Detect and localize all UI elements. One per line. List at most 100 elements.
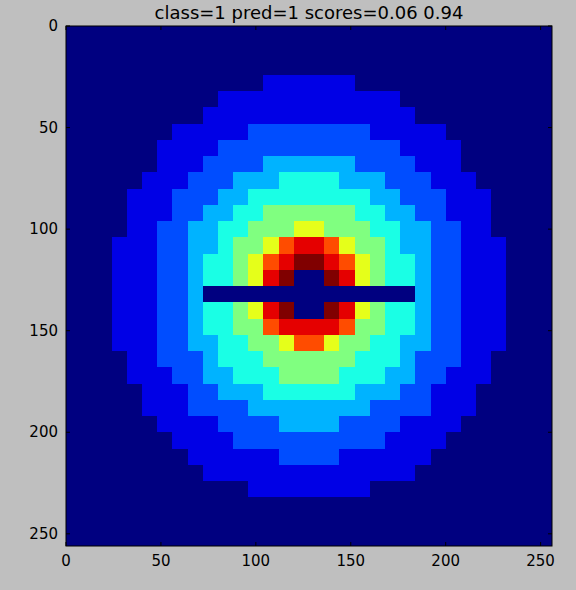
- cell: [172, 91, 188, 108]
- cell: [461, 75, 477, 92]
- cell: [112, 319, 128, 336]
- cell: [506, 302, 522, 319]
- cell: [400, 481, 416, 498]
- cell: [127, 351, 143, 368]
- cell: [188, 270, 204, 287]
- cell: [233, 530, 249, 546]
- cell: [309, 124, 325, 141]
- cell: [263, 367, 279, 384]
- cell: [506, 59, 522, 76]
- cell: [309, 384, 325, 401]
- cell: [112, 400, 128, 417]
- cell: [218, 335, 234, 352]
- cell: [415, 497, 431, 514]
- cell: [491, 465, 507, 482]
- cell: [355, 156, 371, 173]
- cell: [96, 189, 112, 206]
- cell: [461, 156, 477, 173]
- cell: [96, 530, 112, 546]
- cell: [309, 335, 325, 352]
- cell: [491, 254, 507, 271]
- cell: [96, 75, 112, 92]
- cell: [172, 124, 188, 141]
- cell: [355, 75, 371, 92]
- cell: [506, 286, 522, 303]
- cell: [385, 26, 401, 43]
- cell: [506, 367, 522, 384]
- x-tick-label: 200: [431, 552, 460, 570]
- cell: [188, 384, 204, 401]
- cell: [66, 351, 82, 368]
- cell: [172, 205, 188, 222]
- cell: [355, 416, 371, 433]
- x-tick-top: [160, 26, 161, 30]
- cell: [400, 124, 416, 141]
- cell: [142, 124, 158, 141]
- cell: [112, 530, 128, 546]
- cell: [506, 465, 522, 482]
- cell: [294, 416, 310, 433]
- cell: [96, 319, 112, 336]
- cell: [491, 42, 507, 59]
- cell: [491, 91, 507, 108]
- cell: [491, 367, 507, 384]
- cell: [339, 140, 355, 157]
- cell: [294, 432, 310, 449]
- cell: [188, 42, 204, 59]
- cell: [218, 254, 234, 271]
- cell: [446, 530, 462, 546]
- cell: [172, 416, 188, 433]
- cell: [248, 497, 264, 514]
- y-tick: [66, 330, 70, 331]
- cell: [339, 367, 355, 384]
- cell: [324, 26, 340, 43]
- cell: [370, 156, 386, 173]
- cell: [400, 530, 416, 546]
- cell: [279, 172, 295, 189]
- cell: [309, 286, 325, 303]
- cell: [172, 75, 188, 92]
- cell: [431, 42, 447, 59]
- cell: [203, 124, 219, 141]
- cell: [446, 140, 462, 157]
- cell: [461, 107, 477, 124]
- cell: [112, 449, 128, 466]
- cell: [188, 319, 204, 336]
- cell: [233, 400, 249, 417]
- cell: [461, 270, 477, 287]
- cell: [112, 91, 128, 108]
- cell: [491, 400, 507, 417]
- cell: [127, 416, 143, 433]
- cell: [400, 254, 416, 271]
- cell: [415, 254, 431, 271]
- cell: [263, 205, 279, 222]
- cell: [96, 205, 112, 222]
- cell: [233, 432, 249, 449]
- cell: [157, 400, 173, 417]
- cell: [309, 42, 325, 59]
- cell: [142, 75, 158, 92]
- cell: [112, 156, 128, 173]
- cell: [248, 384, 264, 401]
- cell: [96, 351, 112, 368]
- y-tick-label: 0: [48, 17, 58, 35]
- cell: [385, 367, 401, 384]
- cell: [96, 107, 112, 124]
- cell: [233, 319, 249, 336]
- cell: [431, 465, 447, 482]
- cell: [66, 205, 82, 222]
- cell: [385, 140, 401, 157]
- cell: [506, 107, 522, 124]
- cell: [461, 172, 477, 189]
- x-tick-top: [445, 26, 446, 30]
- cell: [218, 205, 234, 222]
- cell: [248, 432, 264, 449]
- cell: [142, 107, 158, 124]
- cell: [279, 124, 295, 141]
- cell: [279, 270, 295, 287]
- cell: [172, 367, 188, 384]
- cell: [324, 367, 340, 384]
- cell: [491, 351, 507, 368]
- cell: [506, 449, 522, 466]
- cell: [157, 449, 173, 466]
